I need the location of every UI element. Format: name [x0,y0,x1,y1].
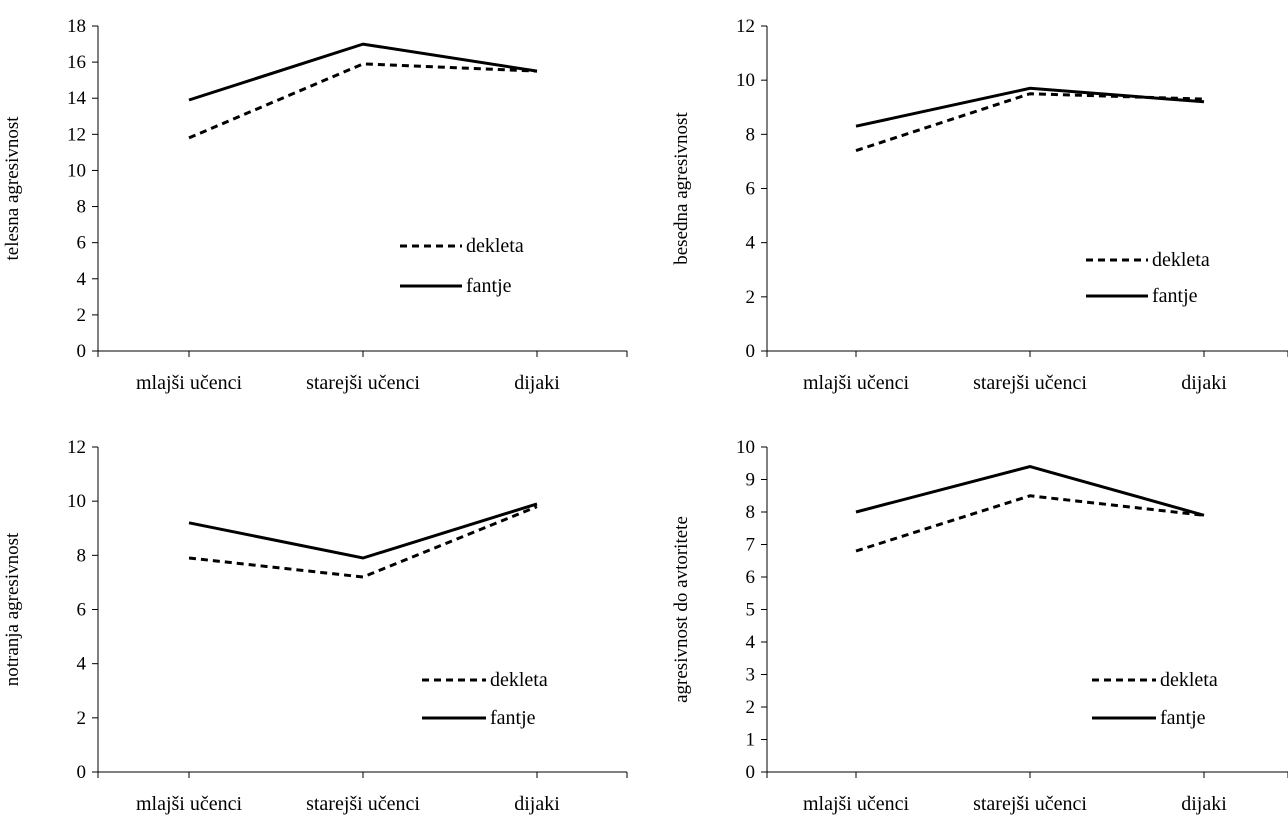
y-tick-label: 2 [746,287,756,308]
y-tick-label: 6 [77,233,87,254]
y-tick-label: 3 [746,665,756,686]
y-tick-label: 10 [736,437,755,458]
y-tick-label: 6 [77,600,87,621]
y-tick-label: 8 [746,502,756,523]
series-line-dekleta [188,62,538,140]
x-category-label: dijaki [514,793,560,815]
legend-label: dekleta [1160,669,1218,691]
y-tick-label: 4 [746,233,756,254]
y-axis-label: notranja agresivnost [2,532,23,686]
chart-panel-2: 0 2 4 6 8 10 12 mlajši učenci starejši učenci dij… [671,16,1288,394]
y-tick-label: 2 [77,708,87,729]
y-tick-label: 10 [736,70,755,91]
x-category-label: starejši učenci [973,372,1087,394]
y-tick-label: 18 [67,16,86,37]
legend: dekleta fantje [400,235,524,297]
legend-label: dekleta [1152,249,1210,271]
y-tick-label: 12 [736,16,755,37]
legend-label: fantje [1160,707,1206,729]
legend-label: fantje [1152,285,1198,307]
series-line-fantje [855,86,1205,128]
y-tick-label: 12 [67,437,86,458]
y-tick-label: 8 [746,124,756,145]
chart-panel-1: 0 2 4 6 8 10 12 14 16 18 mlajši učenci starejši uče… [2,16,628,394]
y-tick-label: 0 [77,762,87,783]
y-tick-label: 4 [77,269,87,290]
y-tick-label: 0 [746,341,756,362]
y-tick-label: 2 [746,697,756,718]
x-category-label: mlajši učenci [803,793,910,815]
y-tick-label: 2 [77,305,87,326]
y-tick-label: 6 [746,567,756,588]
y-tick-label: 9 [746,470,756,491]
legend-label: fantje [466,275,512,297]
series-line-dekleta [855,494,1205,553]
y-tick-label: 8 [77,197,87,218]
x-category-label: mlajši učenci [136,793,243,815]
x-category-label: dijaki [1181,793,1227,815]
y-tick-label: 0 [77,341,87,362]
y-axis-label: besedna agresivnost [671,112,692,265]
y-tick-label: 4 [77,654,87,675]
y-tick-label: 4 [746,632,756,653]
x-category-label: dijaki [514,372,560,394]
x-category-label: mlajši učenci [803,372,910,394]
legend: dekleta fantje [1092,669,1218,729]
legend-label: fantje [490,707,536,729]
legend: dekleta fantje [1086,249,1210,307]
y-tick-label: 8 [77,545,87,566]
y-tick-label: 7 [746,535,756,556]
legend-label: dekleta [490,669,548,691]
series-line-fantje [188,502,538,560]
x-category-label: mlajši učenci [136,372,243,394]
y-tick-label: 10 [67,160,86,181]
x-category-label: starejši učenci [306,372,420,394]
x-category-label: dijaki [1181,372,1227,394]
y-axis-label: telesna agresivnost [2,116,23,261]
y-tick-label: 14 [67,88,87,109]
chart-panel-3: 0 2 4 6 8 10 12 mlajši učenci starejši učenci dij… [2,437,628,815]
series-line-dekleta [188,505,538,579]
series-line-dekleta [855,92,1205,153]
legend-label: dekleta [466,235,524,257]
series-line-fantje [188,42,538,102]
y-tick-label: 16 [67,52,86,73]
chart-panel-4: 0 1 2 3 4 5 6 7 8 9 10 mlajši učenci starejši učenci… [671,437,1288,815]
y-tick-label: 12 [67,124,86,145]
y-tick-label: 1 [746,730,756,751]
y-tick-label: 10 [67,491,86,512]
y-tick-label: 0 [746,762,756,783]
y-tick-label: 6 [746,179,756,200]
y-axis-label: agresivnost do avtoritete [671,516,692,703]
x-category-label: starejši učenci [306,793,420,815]
legend: dekleta fantje [422,669,548,729]
series-line-fantje [855,464,1205,517]
x-category-label: starejši učenci [973,793,1087,815]
y-tick-label: 5 [746,600,756,621]
